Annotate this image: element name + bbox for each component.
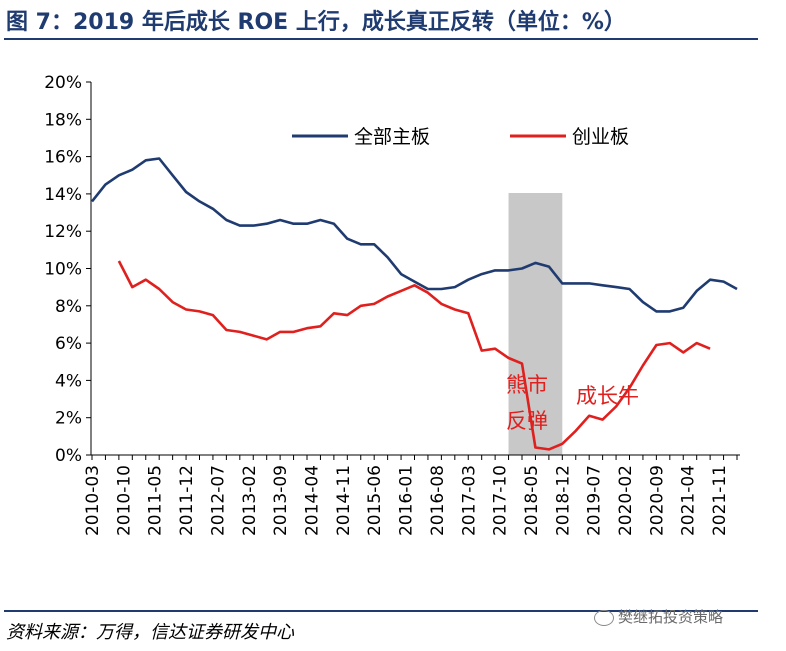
x-tick-label: 2015-06 [365,465,385,536]
annotation-growth-bull: 成长牛 [576,384,639,408]
source-divider [4,610,758,612]
y-tick-label: 14% [44,185,82,205]
legend-label-chinext: 创业板 [572,126,629,148]
x-tick-label: 2014-11 [334,465,354,536]
x-tick-label: 2016-08 [428,465,448,536]
watermark-text: 樊继拓投资策略 [618,608,724,626]
series-line-main-board [90,157,738,313]
x-tick-label: 2011-12 [177,465,197,536]
y-tick-label: 4% [55,371,82,391]
series-line-chinext [117,260,711,451]
title-divider [4,38,758,40]
source-note: 资料来源：万得，信达证券研发中心 [6,622,294,643]
x-tick-label: 2021-11 [710,465,730,536]
x-tick-label: 2019-07 [585,465,605,536]
y-tick-label: 16% [44,148,82,168]
y-tick-label: 0% [55,446,82,466]
y-tick-label: 18% [44,110,82,130]
watermark: 樊继拓投资策略 [594,606,723,627]
shaded-bear-rebound-period [508,193,563,455]
x-tick-label: 2020-02 [616,465,636,536]
y-tick-label: 12% [44,222,82,242]
y-tick-label: 8% [55,297,82,317]
x-tick-label: 2010-03 [83,465,103,536]
x-tick-label: 2016-01 [397,465,417,536]
y-tick-label: 2% [55,409,82,429]
annotation-bear-line2: 反弹 [506,409,548,433]
annotation-bear-line1: 熊市 [506,373,548,397]
x-tick-label: 2020-09 [647,465,667,536]
x-tick-label: 2010-10 [114,465,134,536]
y-tick-label: 6% [55,334,82,354]
wechat-icon [594,609,614,626]
x-tick-label: 2013-02 [240,465,260,536]
legend-label-main-board: 全部主板 [354,126,430,148]
x-tick-label: 2021-04 [679,465,699,536]
x-tick-label: 2013-09 [271,465,291,536]
roe-line-chart: 0% 2% 4% 6% 8% 10% 12% 14% 16% 18% 20% 2010-03 2010… [44,73,740,536]
x-tick-label: 2014-04 [302,465,322,536]
x-tick-label: 2012-07 [208,465,228,536]
y-tick-label: 20% [44,73,82,93]
x-tick-label: 2017-10 [491,465,511,536]
x-tick-label: 2018-12 [553,465,573,536]
x-tick-label: 2011-05 [146,465,166,536]
x-tick-label: 2018-05 [522,465,542,536]
y-tick-label: 10% [44,260,82,280]
chart-title: 图 7：2019 年后成长 ROE 上行，成长真正反转（单位：%） [6,10,626,35]
x-tick-label: 2017-03 [459,465,479,536]
